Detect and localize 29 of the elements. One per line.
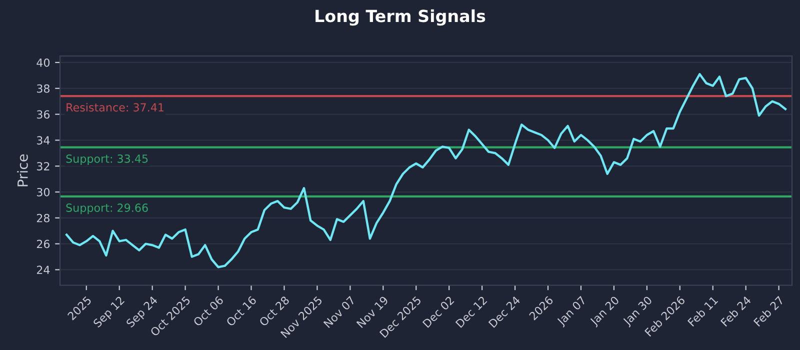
x-tick-label: Nov 07 — [323, 296, 356, 328]
x-tick-label: Dec 24 — [488, 296, 521, 328]
x-tick-label: Oct 16 — [226, 296, 257, 327]
chart-title: Long Term Signals — [316, 9, 486, 26]
x-tick-label: Oct 06 — [192, 296, 224, 327]
x-tick-label: Jan 20 — [589, 296, 621, 328]
x-tick-label: Oct 28 — [258, 296, 290, 327]
y-tick-label: 28 — [36, 214, 50, 222]
x-tick-label: Sep 12 — [92, 296, 126, 330]
y-tick-label: 40 — [36, 58, 50, 67]
ref-line-label: Resistance: 37.41 — [66, 102, 164, 112]
x-tick-label: Nov 19 — [356, 296, 389, 328]
x-tick-label: Dec 12 — [455, 296, 488, 328]
x-tick-label: Jan 07 — [556, 296, 588, 328]
ref-line-label: Support: 29.66 — [66, 204, 148, 214]
ref-line-label: Support: 33.45 — [66, 154, 148, 166]
x-tick-label: Dec 02 — [422, 296, 454, 328]
y-tick-label: 24 — [36, 266, 50, 274]
y-tick-label: 32 — [36, 162, 50, 170]
y-tick-label: 34 — [36, 136, 50, 145]
x-tick-label: Feb 11 — [687, 296, 718, 327]
x-tick-label: Feb 27 — [753, 296, 784, 327]
y-axis-title: Price — [17, 154, 28, 186]
x-tick-label: Feb 24 — [720, 295, 752, 327]
line-series — [65, 73, 787, 268]
y-tick-label: 26 — [36, 240, 50, 248]
y-tick-label: 30 — [36, 188, 50, 196]
y-tick-label: 38 — [36, 84, 50, 93]
y-tick-label: 36 — [36, 110, 50, 119]
